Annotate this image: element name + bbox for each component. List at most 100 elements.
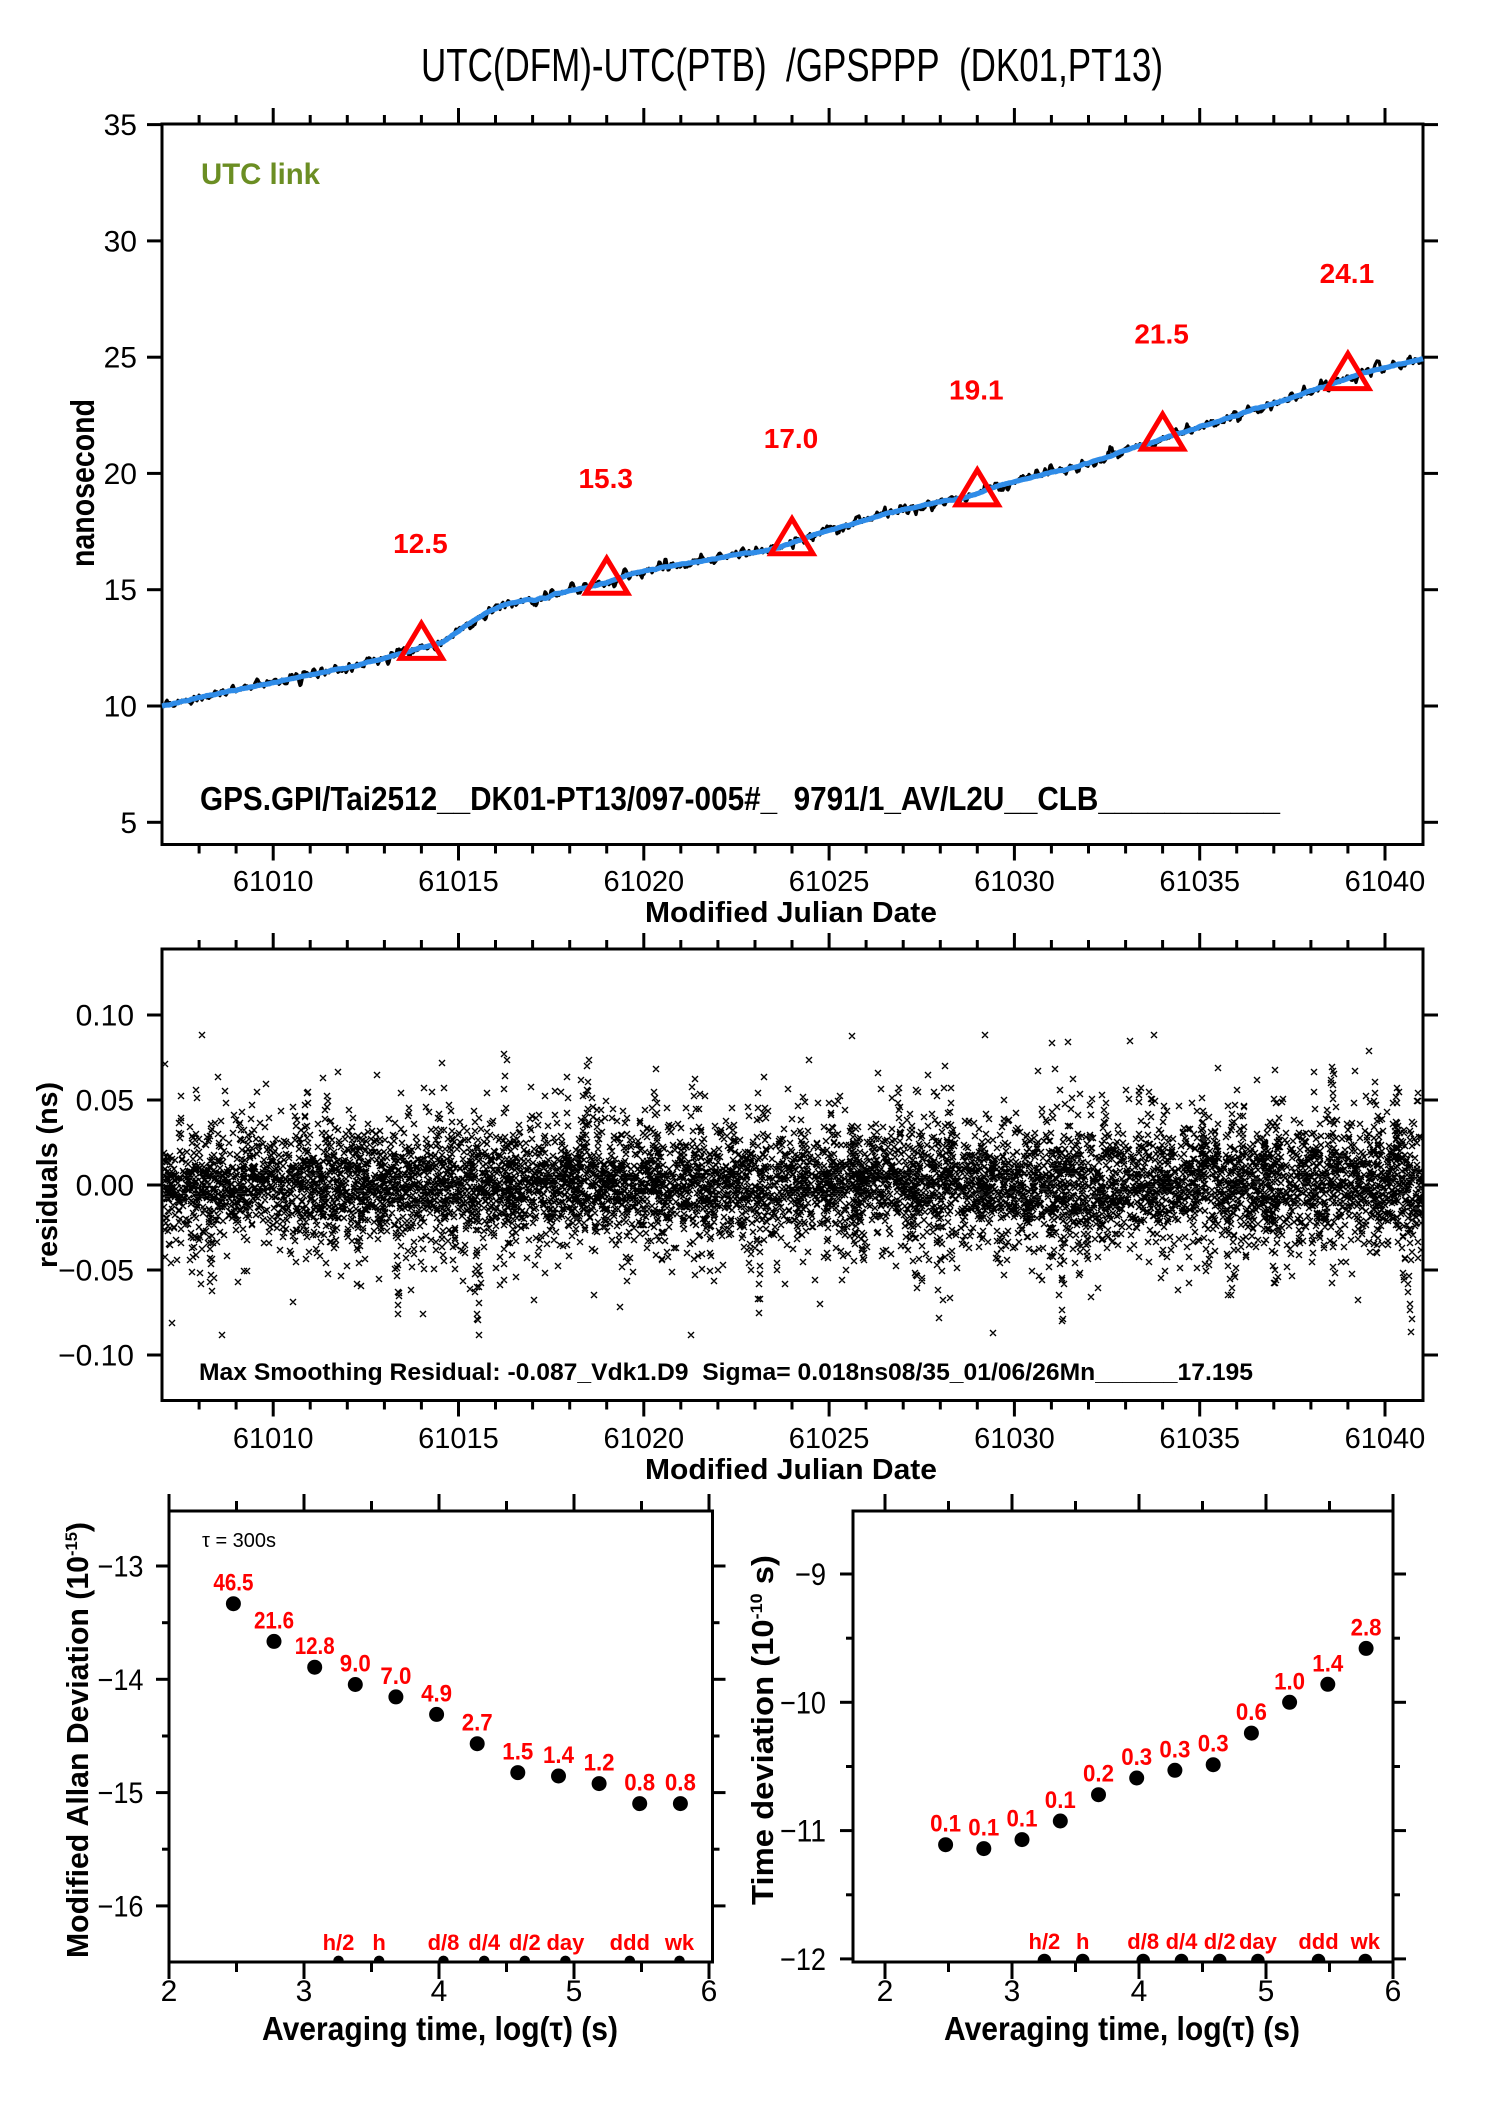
svg-text:d/2: d/2 [509, 1930, 541, 1955]
svg-text:h/2: h/2 [1029, 1929, 1061, 1954]
svg-text:nanosecond: nanosecond [64, 399, 101, 567]
svg-text:−0.05: −0.05 [58, 1255, 134, 1288]
svg-text:Modified Julian Date: Modified Julian Date [645, 897, 937, 929]
svg-text:−16: −16 [98, 1890, 144, 1923]
svg-text:0.3: 0.3 [1198, 1731, 1229, 1758]
svg-text:61020: 61020 [603, 866, 684, 898]
svg-text:1.4: 1.4 [1312, 1650, 1344, 1677]
svg-text:15: 15 [104, 574, 137, 607]
svg-text:61020: 61020 [603, 1423, 684, 1455]
svg-text:5: 5 [566, 1975, 583, 2008]
svg-text:Averaging time, log(τ) (s): Averaging time, log(τ) (s) [262, 2010, 618, 2047]
svg-text:0.10: 0.10 [76, 1000, 134, 1033]
svg-text:d/4: d/4 [468, 1930, 501, 1955]
svg-text:61030: 61030 [974, 866, 1055, 898]
svg-text:6: 6 [701, 1975, 718, 2008]
svg-text:4.9: 4.9 [421, 1680, 452, 1707]
svg-text:d/2: d/2 [1204, 1929, 1236, 1954]
svg-text:61025: 61025 [789, 1423, 870, 1455]
svg-text:−11: −11 [780, 1813, 826, 1849]
svg-text:residuals (ns): residuals (ns) [32, 1082, 64, 1268]
svg-text:9.0: 9.0 [340, 1651, 371, 1678]
svg-text:0.6: 0.6 [1236, 1699, 1267, 1726]
svg-text:0.1: 0.1 [930, 1811, 961, 1838]
svg-text:24.1: 24.1 [1320, 258, 1375, 289]
svg-text:2: 2 [161, 1975, 178, 2008]
svg-text:21.6: 21.6 [254, 1607, 294, 1634]
svg-text:day: day [1239, 1929, 1278, 1954]
svg-text:ddd: ddd [610, 1930, 650, 1955]
svg-text:61040: 61040 [1345, 866, 1426, 898]
svg-text:61025: 61025 [789, 866, 870, 898]
svg-text:0.2: 0.2 [1083, 1761, 1114, 1788]
svg-text:h/2: h/2 [323, 1930, 355, 1955]
svg-text:day: day [546, 1930, 585, 1955]
svg-text:UTC link: UTC link [201, 158, 320, 191]
svg-text:d/8: d/8 [428, 1930, 460, 1955]
svg-text:7.0: 7.0 [380, 1663, 411, 1690]
svg-text:Max Smoothing Residual: -0.087: Max Smoothing Residual: -0.087_Vdk1.D9 S… [199, 1359, 1253, 1386]
svg-text:4: 4 [1131, 1975, 1148, 2008]
svg-text:−0.10: −0.10 [58, 1340, 134, 1373]
svg-text:12.5: 12.5 [393, 528, 448, 559]
svg-text:Modified Julian Date: Modified Julian Date [645, 1454, 937, 1486]
svg-text:61035: 61035 [1159, 866, 1240, 898]
svg-text:10: 10 [104, 691, 137, 724]
svg-text:Averaging time, log(τ) (s): Averaging time, log(τ) (s) [944, 2010, 1300, 2047]
svg-text:19.1: 19.1 [949, 374, 1004, 405]
svg-text:h: h [1076, 1929, 1089, 1954]
svg-text:46.5: 46.5 [213, 1570, 253, 1597]
svg-text:−9: −9 [795, 1556, 826, 1592]
svg-text:wk: wk [664, 1930, 695, 1955]
svg-text:30: 30 [104, 225, 137, 258]
svg-text:1.5: 1.5 [502, 1739, 533, 1766]
svg-text:61030: 61030 [974, 1423, 1055, 1455]
svg-text:61035: 61035 [1159, 1423, 1240, 1455]
svg-text:61040: 61040 [1345, 1423, 1426, 1455]
svg-text:61010: 61010 [233, 1423, 314, 1455]
svg-text:−12: −12 [780, 1941, 826, 1977]
svg-text:3: 3 [296, 1975, 313, 2008]
svg-text:6: 6 [1385, 1975, 1402, 2008]
svg-text:h: h [372, 1930, 385, 1955]
svg-text:0.3: 0.3 [1121, 1744, 1152, 1771]
svg-text:17.0: 17.0 [764, 423, 819, 454]
svg-text:0.3: 0.3 [1159, 1736, 1190, 1763]
svg-text:0.00: 0.00 [76, 1170, 134, 1203]
svg-text:1.4: 1.4 [543, 1742, 575, 1769]
svg-text:0.8: 0.8 [624, 1770, 655, 1797]
svg-text:5: 5 [120, 807, 137, 840]
svg-text:2.7: 2.7 [462, 1710, 493, 1737]
svg-text:τ = 300s: τ = 300s [202, 1530, 276, 1552]
svg-text:61010: 61010 [233, 866, 314, 898]
svg-text:20: 20 [104, 458, 137, 491]
svg-text:0.1: 0.1 [968, 1815, 999, 1842]
svg-text:1.2: 1.2 [584, 1750, 615, 1777]
svg-text:5: 5 [1258, 1975, 1275, 2008]
svg-text:0.1: 0.1 [1007, 1806, 1038, 1833]
svg-text:25: 25 [104, 342, 137, 375]
svg-text:GPS.GPI/Tai2512__DK01-PT13/097: GPS.GPI/Tai2512__DK01-PT13/097-005#_ 979… [200, 780, 1281, 817]
svg-text:−13: −13 [98, 1551, 144, 1584]
svg-text:1.0: 1.0 [1274, 1668, 1305, 1695]
svg-text:4: 4 [431, 1975, 448, 2008]
svg-text:2.8: 2.8 [1351, 1614, 1382, 1641]
svg-text:2: 2 [877, 1975, 894, 2008]
svg-text:12.8: 12.8 [295, 1633, 335, 1660]
svg-text:d/4: d/4 [1166, 1929, 1199, 1954]
svg-text:0.8: 0.8 [665, 1770, 696, 1797]
svg-text:ddd: ddd [1298, 1929, 1338, 1954]
svg-text:wk: wk [1350, 1929, 1381, 1954]
svg-text:61015: 61015 [418, 1423, 499, 1455]
svg-text:−15: −15 [98, 1777, 144, 1810]
svg-text:35: 35 [104, 109, 137, 142]
svg-text:0.05: 0.05 [76, 1085, 134, 1118]
svg-text:0.1: 0.1 [1045, 1787, 1076, 1814]
svg-text:21.5: 21.5 [1134, 319, 1189, 350]
svg-text:Modified Allan Deviation (10-1: Modified Allan Deviation (10-15) [60, 1522, 95, 1958]
svg-text:d/8: d/8 [1127, 1929, 1159, 1954]
svg-text:61015: 61015 [418, 866, 499, 898]
svg-text:15.3: 15.3 [578, 463, 633, 494]
svg-text:3: 3 [1004, 1975, 1021, 2008]
svg-text:−14: −14 [98, 1664, 144, 1697]
